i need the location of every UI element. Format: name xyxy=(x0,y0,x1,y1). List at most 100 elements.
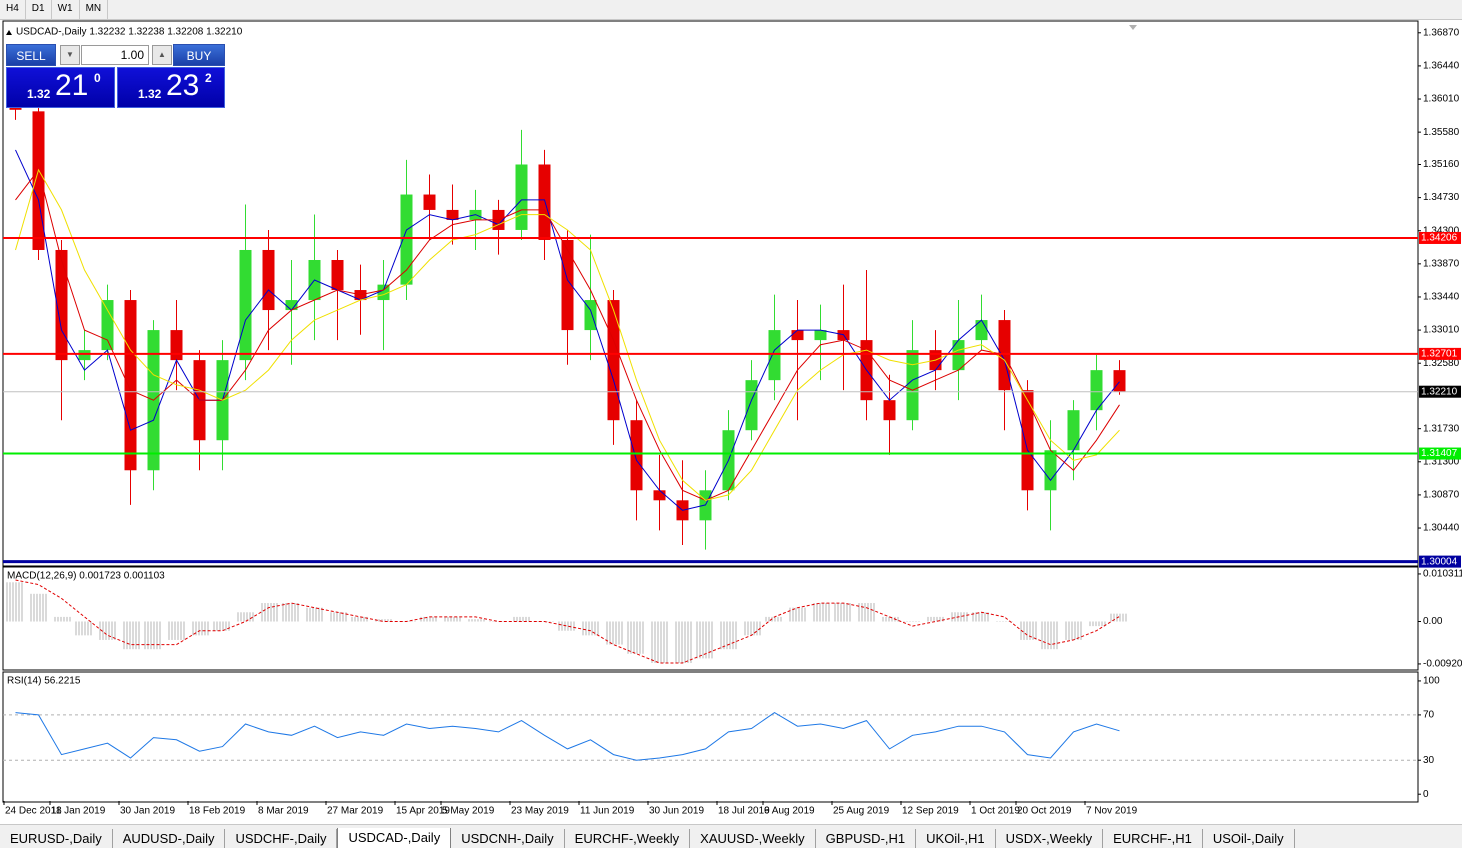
chart-tab[interactable]: USDX-,Weekly xyxy=(996,829,1104,848)
candle-body xyxy=(55,249,68,361)
macd-bar xyxy=(29,593,48,622)
lots-up[interactable]: ▲ xyxy=(152,45,172,65)
macd-bar xyxy=(1041,621,1060,650)
one-click-trading: SELL ▼ 1.00 ▲ BUY 1.32 21 0 1.32 23 2 xyxy=(5,44,225,108)
x-tick-label: 25 Aug 2019 xyxy=(833,806,890,817)
x-tick-label: 15 Apr 2019 xyxy=(396,806,450,817)
ask-price[interactable]: 1.32 23 2 xyxy=(117,67,225,108)
x-tick-label: 23 May 2019 xyxy=(511,806,569,817)
macd-bar xyxy=(1110,613,1129,622)
bid-big: 1.32 xyxy=(27,87,51,101)
level-label: 1.30004 xyxy=(1421,556,1458,567)
macd-bar xyxy=(167,621,186,640)
x-tick-label: 20 Oct 2019 xyxy=(1017,806,1072,817)
y-tick-label: 0.010311 xyxy=(1423,569,1462,580)
chart-tab[interactable]: EURUSD-,Daily xyxy=(0,829,113,848)
chart-tab[interactable]: XAUUSD-,Weekly xyxy=(690,829,816,848)
macd-bar xyxy=(857,603,876,622)
chart-tab[interactable]: EURCHF-,Weekly xyxy=(565,829,691,848)
timeframe-button[interactable]: W1 xyxy=(52,0,80,19)
y-tick-label: 1.33010 xyxy=(1423,325,1460,336)
macd-bar xyxy=(972,612,991,622)
signal-line xyxy=(15,579,1120,664)
candle-body xyxy=(446,209,459,220)
chart-tab[interactable]: USDCNH-,Daily xyxy=(451,829,565,848)
x-tick-label: 30 Jan 2019 xyxy=(120,806,175,817)
bid-price[interactable]: 1.32 21 0 xyxy=(6,67,115,108)
macd-bar xyxy=(742,621,761,636)
macd-bar xyxy=(443,616,462,622)
macd-bar xyxy=(213,621,232,631)
chart-tabs: EURUSD-,Daily AUDUSD-,Daily USDCHF-,Daily U… xyxy=(0,824,1462,848)
macd-bar xyxy=(880,616,899,622)
y-tick-label: 1.32580 xyxy=(1423,358,1460,369)
x-tick-label: 18 Jul 2019 xyxy=(718,806,770,817)
candle-body xyxy=(124,300,137,471)
y-tick-label: 1.36870 xyxy=(1423,27,1460,38)
y-tick-label: 1.30440 xyxy=(1423,523,1460,534)
candle-body xyxy=(607,300,620,421)
ask-point: 2 xyxy=(205,71,212,85)
indicator-line xyxy=(15,712,1120,761)
moving-average xyxy=(15,168,1120,501)
macd-bar xyxy=(305,607,324,622)
candle-body xyxy=(561,239,574,331)
x-tick-label: 24 Dec 2018 xyxy=(5,806,62,817)
chart-tab[interactable]: USDCAD-,Daily xyxy=(337,828,452,848)
y-tick-label: 1.33870 xyxy=(1423,258,1460,269)
chart-tab[interactable]: GBPUSD-,H1 xyxy=(816,829,917,848)
y-tick-label: 1.30870 xyxy=(1423,490,1460,501)
y-tick-label: 70 xyxy=(1423,710,1435,721)
lots-input[interactable]: 1.00 xyxy=(81,45,149,65)
panel-title: MACD(12,26,9) 0.001723 0.001103 xyxy=(7,571,165,582)
x-tick-label: 11 Jun 2019 xyxy=(580,806,635,817)
chart-tab[interactable]: USOil-,Daily xyxy=(1203,829,1295,848)
level-label-bg xyxy=(1419,447,1461,460)
timeframe-button[interactable]: H4 xyxy=(0,0,26,19)
level-label-bg xyxy=(1419,231,1461,244)
timeframe-button[interactable]: D1 xyxy=(26,0,52,19)
x-tick-label: 11 Jan 2019 xyxy=(51,806,106,817)
macd-bar xyxy=(903,621,922,622)
sell-button[interactable]: SELL xyxy=(6,44,56,66)
macd-bar xyxy=(581,621,600,636)
macd-bar xyxy=(1087,621,1106,627)
macd-bar xyxy=(512,616,531,622)
shift-marker xyxy=(1129,25,1137,30)
y-tick-label: 1.35160 xyxy=(1423,159,1460,170)
title-arrow xyxy=(6,30,12,35)
y-tick-label: 1.31300 xyxy=(1423,456,1460,467)
candle-body xyxy=(630,420,643,491)
macd-bar xyxy=(627,621,646,654)
y-tick-label: 30 xyxy=(1423,755,1435,766)
y-tick-label: 1.33440 xyxy=(1423,292,1460,303)
candle-body xyxy=(515,164,528,230)
candle-body xyxy=(239,249,252,361)
candle-body xyxy=(1090,370,1103,411)
x-tick-label: 8 Mar 2019 xyxy=(258,806,309,817)
bid-pips: 21 xyxy=(55,69,89,102)
chart-tab[interactable]: UKOil-,H1 xyxy=(916,829,996,848)
bid-point: 0 xyxy=(94,71,101,85)
macd-bar xyxy=(1064,621,1083,640)
x-tick-label: 5 May 2019 xyxy=(442,806,495,817)
macd-bar xyxy=(650,621,669,664)
macd-bar xyxy=(351,616,370,622)
candle-body xyxy=(791,330,804,341)
chart-tab[interactable]: AUDUSD-,Daily xyxy=(113,829,226,848)
y-tick-label: 1.31730 xyxy=(1423,423,1460,434)
macd-bar xyxy=(75,621,94,636)
x-tick-label: 18 Feb 2019 xyxy=(189,806,246,817)
panel-title: USDCAD-,Daily 1.32232 1.32238 1.32208 1.… xyxy=(16,27,243,38)
chart-tab[interactable]: USDCHF-,Daily xyxy=(225,829,338,848)
macd-bar xyxy=(236,612,255,622)
candle-body xyxy=(101,300,114,351)
chart-tab[interactable]: EURCHF-,H1 xyxy=(1103,829,1203,848)
lots-down[interactable]: ▼ xyxy=(60,45,80,65)
y-tick-label: 1.35580 xyxy=(1423,127,1460,138)
candle-body xyxy=(1113,370,1126,392)
timeframe-button[interactable]: MN xyxy=(80,0,109,19)
macd-bar xyxy=(259,603,278,622)
buy-button[interactable]: BUY xyxy=(173,44,225,66)
